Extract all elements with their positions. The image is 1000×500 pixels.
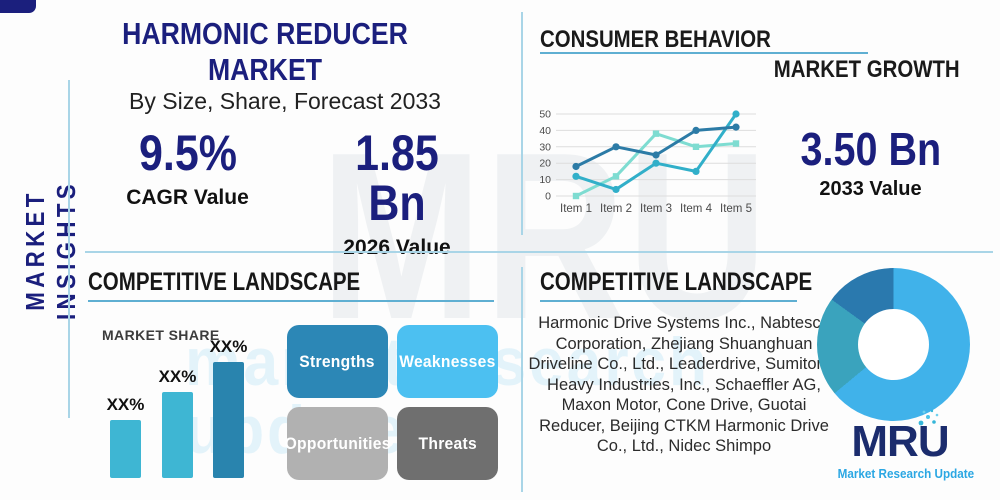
swot-opportunities-box: Opportunities xyxy=(284,407,391,480)
svg-text:20: 20 xyxy=(539,158,551,170)
swot-strengths-box: Strengths xyxy=(287,325,388,398)
market-growth-text: MARKET GROWTH xyxy=(774,56,960,83)
competitive-landscape-left-heading: COMPETITIVE LANDSCAPE xyxy=(88,268,420,297)
left-rail-divider xyxy=(68,80,70,418)
market-share-donut-chart xyxy=(817,268,970,421)
competitive-landscape-right-underline xyxy=(540,300,797,302)
market-growth-line-chart: 0 10 20 30 40 50 Item 1 Item 2 Item 3 Item 4 Item … xyxy=(539,109,756,215)
stat-2033-value: 3.50 Bn 2033 Value xyxy=(788,126,953,201)
forecast-label: 2033 Value xyxy=(819,178,922,200)
market-growth-heading: MARKET GROWTH xyxy=(640,56,960,84)
svg-text:Item 5: Item 5 xyxy=(720,203,752,215)
swot-strengths-label: Strengths xyxy=(299,351,376,371)
bar-value-label: XX% xyxy=(158,367,197,386)
vertical-label-text: MARKET INSIGHTS xyxy=(20,180,81,321)
section-divider xyxy=(85,251,993,253)
logo-wordmark: MRU xyxy=(851,417,949,466)
svg-text:50: 50 xyxy=(539,109,551,121)
swot-threats-label: Threats xyxy=(418,433,477,453)
svg-text:10: 10 xyxy=(539,174,551,186)
market-share-label: MARKET SHARE xyxy=(102,327,220,343)
company-list: Harmonic Drive Systems Inc., Nabtesco Co… xyxy=(528,314,840,455)
page-title: HARMONIC REDUCER MARKET xyxy=(55,16,475,88)
cagr-value: 9.5% xyxy=(138,125,237,181)
logo-droplets-icon xyxy=(918,409,938,426)
competitive-landscape-right-heading: COMPETITIVE LANDSCAPE xyxy=(540,268,872,297)
vertical-market-insights-label: MARKET INSIGHTS xyxy=(20,100,81,400)
consumer-behavior-heading: CONSUMER BEHAVIOR xyxy=(540,26,812,54)
page-title-text: HARMONIC REDUCER MARKET xyxy=(122,16,408,87)
swot-weaknesses-box: Weaknesses xyxy=(397,325,498,398)
donut-hole xyxy=(858,309,929,380)
competitive-landscape-left-underline xyxy=(88,300,494,302)
svg-text:Item 1: Item 1 xyxy=(560,203,592,215)
consumer-behavior-text: CONSUMER BEHAVIOR xyxy=(540,26,771,53)
mru-logo: MRU Market Research Update xyxy=(830,409,974,483)
svg-text:Item 2: Item 2 xyxy=(600,203,632,215)
base-value: 1.85 Bn xyxy=(355,125,439,231)
market-share-bar-chart: XX% XX% XX% xyxy=(98,334,263,478)
stat-cagr: 9.5% CAGR Value xyxy=(110,128,265,210)
forecast-value: 3.50 Bn xyxy=(800,123,941,175)
svg-text:0: 0 xyxy=(545,191,551,203)
swot-grid: Strengths Weaknesses Opportunities Threa… xyxy=(284,325,499,480)
consumer-behavior-underline xyxy=(540,52,868,54)
page-subtitle: By Size, Share, Forecast 2033 xyxy=(129,88,441,114)
swot-threats-box: Threats xyxy=(397,407,498,480)
market-share-bar xyxy=(213,362,244,478)
competitive-landscape-right-text: COMPETITIVE LANDSCAPE xyxy=(540,268,813,296)
corner-decoration xyxy=(0,0,36,13)
cagr-label: CAGR Value xyxy=(126,186,249,209)
market-share-bar xyxy=(110,420,141,478)
bar-value-label: XX% xyxy=(106,395,145,414)
logo-tagline: Market Research Update xyxy=(837,466,975,481)
svg-text:Item 3: Item 3 xyxy=(640,203,672,215)
svg-text:Item 4: Item 4 xyxy=(680,203,713,215)
bottom-right-divider xyxy=(521,267,523,492)
watermark-text: MRU xyxy=(320,104,770,369)
market-share-bar xyxy=(162,392,193,478)
swot-opportunities-label: Opportunities xyxy=(284,433,391,453)
stat-2026-value: 1.85 Bn 2026 Value xyxy=(312,128,482,260)
top-right-divider xyxy=(521,12,523,235)
svg-text:30: 30 xyxy=(539,141,551,153)
swot-weaknesses-label: Weaknesses xyxy=(399,351,496,371)
competitive-landscape-left-text: COMPETITIVE LANDSCAPE xyxy=(88,268,361,296)
base-label: 2026 Value xyxy=(343,236,451,259)
svg-text:40: 40 xyxy=(539,125,551,137)
bar-value-label: XX% xyxy=(209,337,248,356)
